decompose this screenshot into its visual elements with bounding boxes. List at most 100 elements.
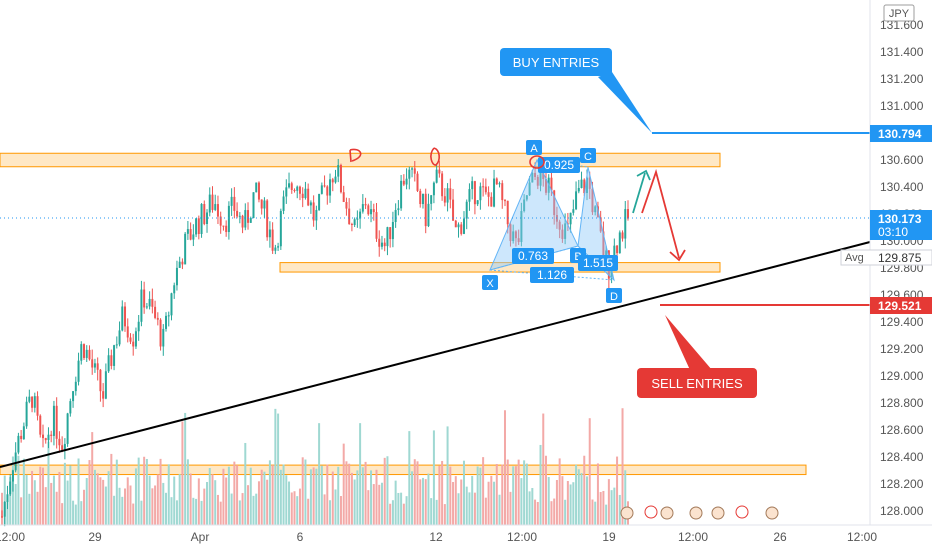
avg-price-tag[interactable]: Avg 129.875 — [840, 249, 932, 266]
time-tick-label: 26 — [773, 530, 787, 544]
event-icon-6[interactable] — [735, 505, 749, 519]
candle-body — [421, 193, 424, 205]
candle-body — [285, 187, 288, 197]
volume-bar — [22, 458, 25, 525]
candle-body — [624, 209, 627, 239]
candle-body — [181, 261, 184, 265]
volume-bar — [293, 491, 296, 525]
volume-bar — [99, 477, 102, 525]
event-icon-1[interactable] — [620, 506, 634, 520]
candle-body — [162, 328, 165, 347]
event-markers[interactable] — [620, 505, 779, 520]
candle-body — [394, 210, 397, 223]
volume-bar — [178, 474, 181, 525]
volume-bar — [588, 418, 591, 525]
event-icon-3[interactable] — [660, 506, 674, 520]
price-tick-label: 128.600 — [880, 423, 924, 437]
volume-bar — [134, 468, 137, 525]
volume-bar — [599, 492, 602, 525]
candle-body — [52, 405, 55, 436]
volume-bar — [553, 498, 556, 525]
volume-bar — [309, 469, 312, 525]
volume-bar — [383, 457, 386, 525]
pattern-xd-dotted — [489, 269, 615, 281]
volume-bar — [63, 462, 66, 525]
candle-body — [353, 219, 356, 226]
time-axis-ticks[interactable]: 12:00 29 Apr 6 12 12:00 19 12:00 26 12:00 — [0, 530, 877, 544]
candle-body — [137, 321, 140, 332]
candle-body — [553, 190, 556, 216]
event-icon-7[interactable] — [765, 506, 779, 520]
price-tick-label: 128.000 — [880, 504, 924, 518]
candle-body — [493, 178, 496, 207]
time-tick-label: 6 — [297, 530, 304, 544]
volume-bar — [411, 471, 414, 525]
candle-body — [427, 203, 430, 227]
candle-body — [605, 250, 608, 256]
ratio-bd-label: 1.515 — [578, 255, 618, 271]
volume-bar — [495, 463, 498, 525]
buy-entries-callout[interactable]: BUY ENTRIES — [500, 48, 652, 133]
volume-bar — [405, 496, 408, 525]
volume-bar — [596, 463, 599, 525]
candle-body — [498, 183, 501, 185]
event-icon-4[interactable] — [689, 506, 703, 520]
lower-zone[interactable] — [0, 464, 807, 476]
volume-bar — [312, 467, 315, 525]
volume-bar — [539, 444, 542, 525]
sell-price-tag[interactable]: 129.521 — [870, 297, 932, 314]
candle-body — [561, 229, 564, 239]
volume-bar — [28, 493, 31, 525]
candle-body — [370, 209, 373, 215]
current-price-tag[interactable]: 130.173 03:10 — [870, 210, 932, 240]
candle-body — [277, 246, 280, 248]
volume-bar — [326, 464, 329, 525]
candle-body — [495, 178, 498, 185]
volume-bar — [400, 492, 403, 525]
volume-bar — [402, 503, 405, 525]
volume-bar — [391, 500, 394, 525]
volume-bar — [555, 480, 558, 525]
buy-price-tag[interactable]: 130.794 — [870, 125, 932, 142]
volume-bar — [20, 497, 23, 525]
svg-text:129.875: 129.875 — [878, 251, 922, 265]
sell-entries-callout[interactable]: SELL ENTRIES — [637, 315, 757, 398]
volume-bar — [602, 490, 605, 525]
volume-bar — [307, 498, 310, 525]
volume-bar — [104, 486, 107, 525]
projection-arrows — [632, 168, 686, 262]
candle-body — [564, 223, 567, 239]
candle-body — [85, 349, 88, 358]
touch-mark-1 — [349, 148, 362, 163]
volume-bar — [85, 478, 88, 525]
volume-bar — [184, 412, 187, 525]
candle-body — [482, 186, 485, 188]
candle-body — [129, 337, 132, 342]
ascending-trendline[interactable] — [0, 241, 871, 468]
volume-bar — [266, 479, 269, 525]
volume-bar — [375, 469, 378, 525]
volume-bar — [452, 482, 455, 525]
candle-body — [173, 285, 176, 294]
candle-body — [419, 190, 422, 205]
volume-bar — [394, 480, 397, 525]
event-icon-2[interactable] — [644, 505, 658, 519]
volume-bar — [479, 467, 482, 525]
candle-body — [219, 216, 222, 226]
volume-bar — [449, 466, 452, 525]
volume-bar — [274, 408, 277, 525]
candle-body — [25, 401, 28, 427]
event-icon-5[interactable] — [711, 506, 725, 520]
currency-badge[interactable]: JPY — [883, 4, 915, 22]
volume-bar — [74, 504, 77, 525]
price-tick-label: 128.400 — [880, 450, 924, 464]
volume-bar — [219, 501, 222, 525]
price-tick-label: 129.200 — [880, 342, 924, 356]
candle-body — [411, 168, 414, 170]
volume-bar — [173, 476, 176, 525]
candle-body — [167, 315, 170, 317]
volume-bar — [214, 480, 217, 525]
volume-bar — [247, 485, 250, 525]
candle-body — [184, 233, 187, 265]
